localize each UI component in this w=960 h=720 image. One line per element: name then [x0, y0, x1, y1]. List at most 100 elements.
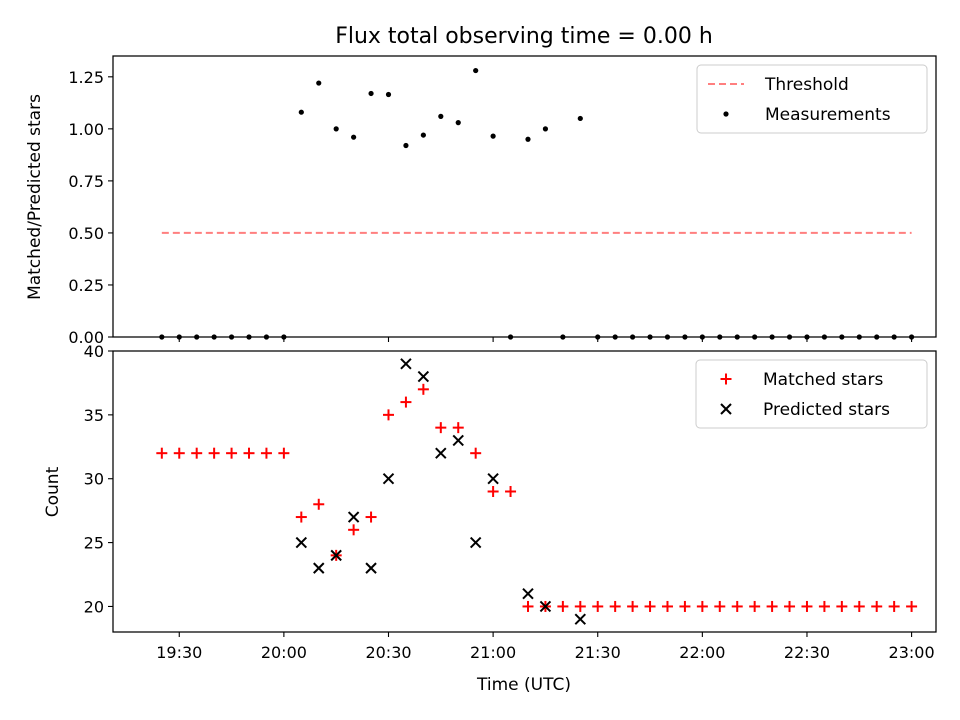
predicted-star-point — [313, 562, 325, 574]
measurement-point — [298, 109, 304, 115]
measurement-point — [420, 132, 426, 138]
x-tick-label: 19:30 — [156, 643, 202, 662]
predicted-star-point — [417, 370, 430, 383]
matched-legend-label: Matched stars — [763, 370, 883, 390]
matched-star-point — [906, 600, 918, 612]
matched-star-point — [679, 600, 691, 612]
measurement-point — [490, 133, 496, 139]
matched-star-point — [644, 600, 656, 612]
measurements-legend-label: Measurements — [765, 105, 891, 125]
matched-star-point — [592, 600, 604, 612]
ratio-legend: Threshold Measurements — [696, 64, 928, 134]
ratio-y-tick-label: 0.75 — [68, 172, 104, 191]
count-y-tick-label: 20 — [84, 597, 104, 616]
matched-legend-marker — [720, 373, 732, 385]
predicted-legend-label: Predicted stars — [763, 400, 890, 420]
measurement-point — [438, 113, 444, 119]
matched-star-point — [365, 511, 377, 523]
predicted-legend-marker — [720, 403, 732, 415]
count-y-ticks: 20 25 30 35 40 — [84, 342, 113, 616]
matched-star-point — [888, 600, 900, 612]
count-axes: 20 25 30 35 40 19:30 20:00 20:30 21:00 21:30 22:0… — [43, 342, 937, 695]
matched-star-point — [348, 524, 360, 536]
matched-star-point — [749, 600, 761, 612]
ratio-x-ticks — [178, 337, 913, 342]
count-y-axis-label: Count — [43, 466, 63, 517]
matched-star-point — [522, 600, 534, 612]
count-y-tick-label: 30 — [84, 470, 104, 489]
predicted-legend-swatch — [720, 403, 732, 415]
measurement-point — [316, 80, 322, 86]
x-tick-label: 22:00 — [679, 643, 725, 662]
chart-title: Flux total observing time = 0.00 h — [335, 24, 713, 49]
matched-star-point — [452, 422, 464, 434]
count-plot-area — [156, 358, 918, 625]
matched-star-point — [435, 422, 447, 434]
count-legend: Matched stars Predicted stars — [695, 359, 928, 429]
predicted-star-point — [522, 587, 534, 600]
x-tick-label: 21:00 — [470, 643, 516, 662]
matched-star-point — [853, 600, 865, 612]
ratio-y-tick-label: 1.25 — [68, 68, 104, 87]
threshold-legend-label: Threshold — [764, 75, 849, 95]
matched-star-point — [278, 447, 290, 459]
predicted-star-point — [452, 434, 464, 447]
matched-star-point — [191, 447, 203, 459]
predicted-star-point — [347, 511, 360, 523]
matched-star-point — [505, 486, 517, 497]
predicted-star-point — [487, 473, 499, 485]
ratio-y-axis-label: Matched/Predicted stars — [25, 94, 45, 300]
matched-star-point — [557, 600, 569, 612]
ratio-y-tick-label: 1.00 — [68, 120, 104, 139]
matched-star-point — [574, 600, 586, 612]
measurements-legend-swatch — [723, 111, 729, 117]
x-tick-label: 21:30 — [575, 643, 621, 662]
count-y-tick-label: 35 — [84, 406, 104, 425]
matched-legend-swatch — [720, 373, 732, 385]
count-legend-box — [695, 359, 928, 429]
count-y-tick-label: 25 — [84, 534, 104, 553]
matched-star-point — [731, 600, 743, 612]
measurement-point — [333, 126, 339, 132]
count-x-ticks: 19:30 20:00 20:30 21:00 21:30 22:00 22:30 23:00 — [156, 632, 935, 662]
matched-star-point — [226, 447, 238, 459]
predicted-star-point — [400, 358, 412, 370]
matched-star-point — [487, 486, 499, 497]
matched-star-point — [609, 600, 621, 612]
predicted-star-point — [365, 562, 377, 574]
ratio-y-tick-label: 0.50 — [68, 224, 104, 243]
measurement-point — [525, 136, 531, 142]
matched-star-point — [295, 511, 307, 523]
matched-star-point — [400, 396, 412, 408]
matched-star-point — [260, 447, 272, 459]
matched-star-point — [836, 600, 848, 612]
matched-star-point — [801, 600, 813, 612]
ratio-y-tick-label: 0.00 — [68, 328, 104, 347]
predicted-star-point — [382, 473, 395, 485]
x-tick-label: 23:00 — [889, 643, 935, 662]
measurement-point — [542, 126, 549, 132]
measurement-point — [473, 67, 479, 74]
matched-star-point — [818, 600, 830, 612]
predicted-star-point — [435, 447, 447, 459]
measurement-point — [385, 91, 392, 98]
matched-star-point — [313, 498, 325, 510]
measurement-point — [368, 90, 374, 97]
measurement-point — [351, 134, 357, 140]
ratio-axes: 0.00 0.25 0.50 0.75 1.00 1.25 Matched/Predict… — [25, 55, 937, 347]
matched-star-point — [156, 447, 168, 459]
x-tick-label: 22:30 — [784, 643, 830, 662]
matched-star-point — [470, 447, 482, 459]
matched-star-point — [243, 447, 255, 459]
matched-star-point — [382, 409, 394, 421]
matched-star-point — [766, 600, 778, 612]
matched-star-point — [208, 447, 220, 459]
x-tick-label: 20:00 — [261, 643, 307, 662]
predicted-star-point — [539, 600, 552, 613]
ratio-y-tick-label: 0.25 — [68, 276, 104, 295]
measurement-point — [577, 115, 583, 122]
ratio-axes-frame — [112, 55, 937, 338]
matched-star-point — [173, 447, 185, 459]
ratio-legend-box — [696, 64, 928, 134]
